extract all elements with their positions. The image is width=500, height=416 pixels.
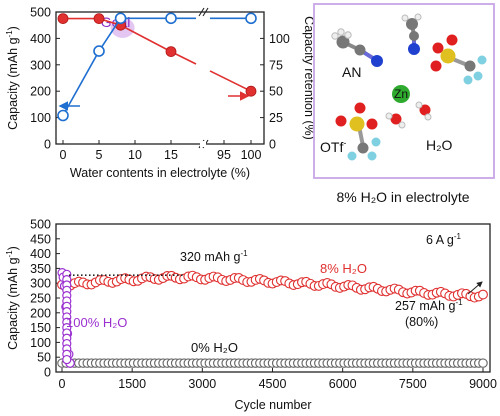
cycling-y-tick-label: 300 [30, 277, 51, 291]
cycling-y-tick-label: 500 [30, 218, 51, 232]
h2o-label: H₂O [426, 137, 453, 153]
water-left-tick-label: 500 [30, 6, 51, 20]
series-label-100pct: 100% H₂O [66, 315, 127, 330]
cycling-x-tick-label: 1500 [118, 377, 146, 391]
series-label-0pct: 0% H₂O [191, 340, 238, 355]
an-label: AN [342, 64, 361, 80]
cycling-x-tick-label: 9000 [469, 377, 497, 391]
cycling-x-tick-label: 3000 [188, 377, 216, 391]
water-retention-point [57, 109, 69, 122]
cycling-y-tick-label: 150 [30, 321, 51, 335]
annotation-257: 257 mAh g-1 [395, 298, 463, 313]
water-x-tick-label: 95 [217, 148, 231, 162]
series-label-8pct: 8% H₂O [320, 261, 367, 276]
water-left-tick-label: 200 [30, 85, 51, 99]
water-plot-frame [55, 11, 265, 145]
solvation-structure: Zn AN OTf- H₂O [313, 3, 495, 179]
triflate-anion [430, 34, 487, 85]
water-retention-point [165, 12, 177, 25]
water-right-axis-ticks: 0 25 50 75 100 [260, 32, 290, 152]
cycle-point-100pct [62, 354, 72, 365]
water-series-line-0 [63, 17, 252, 92]
water-right-tick-label: 100 [269, 32, 290, 46]
water-x-tick-label: 5 [96, 148, 103, 162]
water-right-tick-label: 75 [269, 58, 283, 72]
water-retention-point [114, 12, 127, 25]
cycle-point-0pct [478, 358, 488, 368]
cycling-x-tick-label: 7500 [399, 377, 427, 391]
water-right-tick-label: 50 [269, 85, 283, 99]
cycling-x-tick-label: 0 [59, 377, 66, 391]
cycling-y-tick-label: 0 [44, 366, 51, 380]
water-retention-point [93, 45, 105, 57]
water-capacity-point [245, 85, 257, 97]
annotation-80pct: (80%) [405, 315, 438, 329]
cycling-y-tick-label: 400 [30, 247, 51, 261]
water-left-tick-label: 400 [30, 32, 51, 46]
water-left-tick-label: 300 [30, 58, 51, 72]
water-series-line-1 [62, 17, 251, 116]
water-capacity-point [57, 13, 69, 25]
cycling-series [57, 268, 488, 368]
water-molecule [385, 112, 406, 129]
water-capacity-point [165, 46, 177, 57]
cycling-x-tick-label: 4500 [259, 377, 287, 391]
cycle-point-8pct [478, 289, 488, 300]
water-x-tick-label: 10 [128, 148, 142, 162]
water-x-label: Water contents in electrolyte (%) [70, 166, 250, 180]
final-capacity-arrow [467, 281, 483, 295]
water-series [57, 12, 257, 122]
water-right-tick-label: 0 [269, 138, 276, 152]
water-x-tick-label: 100 [241, 148, 262, 162]
cycling-y-label: Capacity (mAh g-1) [5, 246, 20, 350]
cycling-y-tick-label: 250 [30, 292, 51, 306]
water-x-axis-ticks: 0 5 10 15 95 100 [60, 140, 262, 162]
water-x-tick-label: 0 [60, 148, 67, 162]
cycling-x-label: Cycle number [234, 398, 311, 412]
annotation-320: 320 mAh g-1 [180, 249, 248, 264]
axis-break-marks [198, 7, 209, 149]
water-x-tick-label: 15 [164, 148, 178, 162]
structure-caption: 8% H₂O in electrolyte [336, 189, 469, 205]
water-left-y-label: Capacity (mAh g-1) [5, 26, 20, 130]
water-right-tick-label: 25 [269, 111, 283, 125]
cycling-y-tick-label: 50 [37, 351, 51, 365]
acetonitrile-molecule-2 [401, 13, 422, 55]
rate-label: 6 A g-1 [426, 232, 461, 247]
cycling-x-axis-ticks: 0 1500 3000 4500 6000 7500 9000 [59, 368, 497, 391]
water-retention-point [245, 12, 257, 25]
cycling-x-tick-label: 6000 [329, 377, 357, 391]
zinc-ion: Zn [392, 85, 410, 103]
zn-label: Zn [394, 87, 408, 101]
cycling-y-tick-label: 350 [30, 262, 51, 276]
triflate-anion-2 [335, 102, 381, 161]
water-left-axis-ticks: 0 100 200 300 400 500 [30, 6, 60, 152]
acetonitrile-molecule [331, 28, 383, 67]
water-left-tick-label: 0 [44, 138, 51, 152]
cycling-y-tick-label: 450 [30, 232, 51, 246]
cycling-y-tick-label: 200 [30, 306, 51, 320]
water-right-y-label: Capacity retention (%) [302, 16, 316, 140]
water-molecule-2 [415, 101, 432, 121]
water-capacity-point [93, 13, 105, 25]
cycling-y-tick-label: 100 [30, 336, 51, 350]
water-left-tick-label: 100 [30, 111, 51, 125]
otf-label: OTf- [320, 138, 346, 155]
